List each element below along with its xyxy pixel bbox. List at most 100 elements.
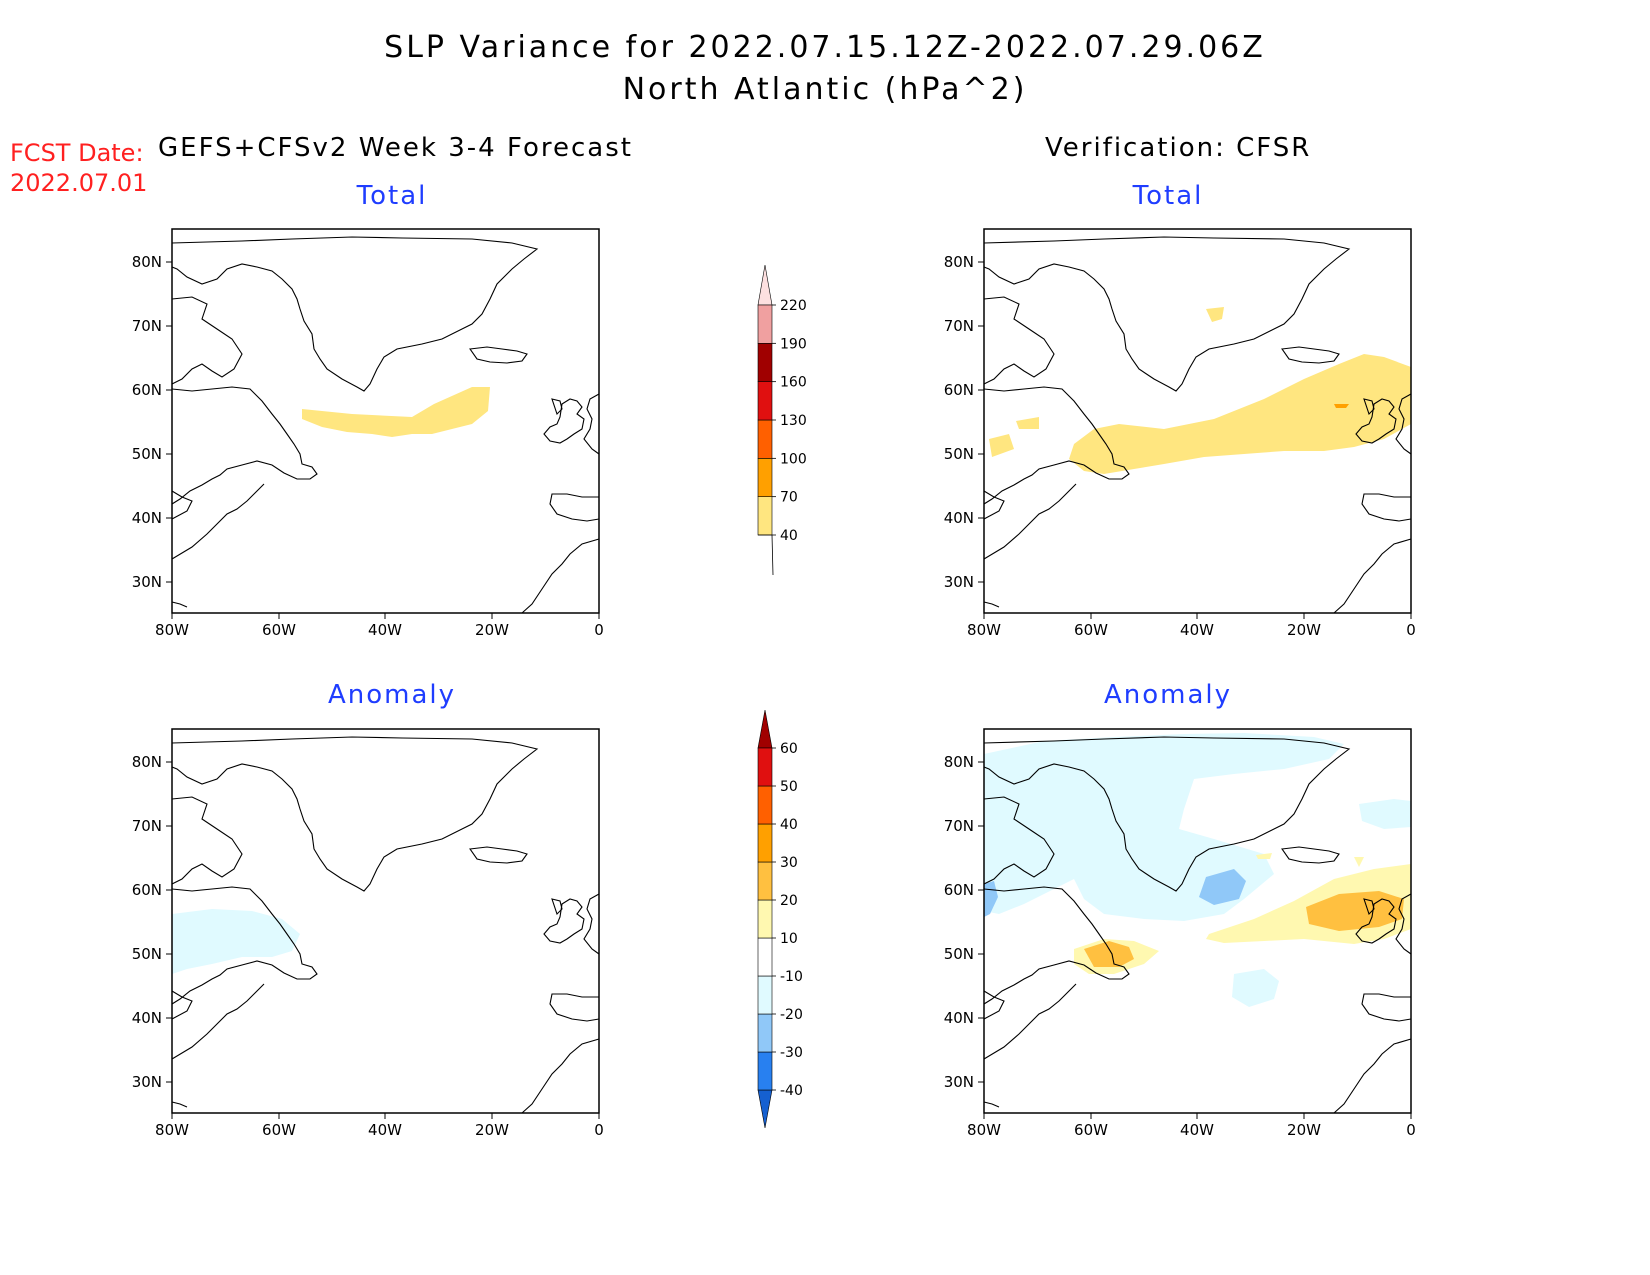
lon-tick-label: 0	[594, 621, 604, 639]
colorbar-label: -20	[780, 1007, 803, 1023]
colorbar-label: 10	[780, 931, 798, 947]
lon-tick: 60W	[262, 1113, 296, 1139]
coastline	[983, 296, 1055, 385]
lon-tick: 80W	[967, 613, 1001, 639]
lon-tick: 80W	[155, 613, 189, 639]
coastline	[521, 1038, 600, 1114]
lat-tick-label: 60N	[132, 381, 162, 399]
colorbar-segment	[757, 899, 773, 939]
lon-tick: 0	[594, 613, 604, 639]
anomaly-shade-neg10	[984, 733, 1344, 921]
colorbar-segment	[757, 823, 773, 863]
colorbar-label: 40	[780, 817, 798, 833]
lat-tick: 30N	[944, 573, 984, 591]
coastline	[171, 990, 193, 1020]
coastline	[549, 493, 600, 522]
colorbar-segment	[757, 709, 773, 749]
lon-tick: 20W	[475, 613, 509, 639]
variance-shade-40	[989, 434, 1014, 457]
colorbar-label: 30	[780, 855, 798, 871]
colorbar-segment	[757, 458, 773, 497]
lat-tick: 50N	[944, 945, 984, 963]
lon-tick-label: 60W	[262, 1121, 296, 1139]
colorbar-segment	[757, 343, 773, 382]
lat-tick: 50N	[944, 445, 984, 463]
colorbar-segment	[757, 861, 773, 901]
variance-shade-70	[1334, 404, 1349, 408]
anomaly-shade-neg10	[1359, 799, 1411, 829]
colorbar-label: -30	[780, 1045, 803, 1061]
lat-tick: 40N	[944, 1009, 984, 1027]
verification-anomaly-coastlines	[983, 736, 1412, 1114]
forecast-total-panel: 80N 70N 60N 50N 40N 30N 80W 60W 40W 20W 0	[132, 228, 604, 639]
coastline	[1361, 993, 1412, 1022]
lon-tick: 80W	[155, 1113, 189, 1139]
verification-anomaly-shading	[984, 733, 1411, 1007]
coastline	[469, 846, 528, 864]
anomaly-shade-20	[1084, 941, 1134, 967]
lat-tick: 40N	[944, 509, 984, 527]
figure-title-line2: North Atlantic (hPa^2)	[622, 72, 1028, 107]
lon-tick: 40W	[1180, 1113, 1214, 1139]
lon-tick: 20W	[1287, 613, 1321, 639]
lat-tick-label: 80N	[944, 253, 974, 271]
lat-tick-label: 50N	[944, 945, 974, 963]
coastline	[1333, 538, 1412, 614]
figure-title-line1: SLP Variance for 2022.07.15.12Z-2022.07.…	[384, 30, 1266, 65]
lat-tick-label: 50N	[944, 445, 974, 463]
lat-tick-label: 70N	[132, 317, 162, 335]
forecast-anomaly-label: Anomaly	[327, 680, 457, 710]
lat-tick-label: 40N	[944, 1009, 974, 1027]
colorbar-label: 160	[780, 375, 807, 391]
lat-tick: 50N	[132, 445, 172, 463]
colorbar-label: 70	[780, 490, 798, 506]
lon-tick: 40W	[368, 1113, 402, 1139]
lon-tick: 0	[1406, 613, 1416, 639]
lat-tick-label: 60N	[944, 881, 974, 899]
coastline	[171, 886, 318, 1005]
coastline	[171, 490, 193, 520]
coastline	[983, 796, 1055, 885]
fcst-date: 2022.07.01	[10, 169, 148, 197]
forecast-anomaly-coastlines	[171, 736, 600, 1114]
lat-tick-label: 80N	[132, 253, 162, 271]
anomaly-shade-neg10	[1232, 969, 1279, 1007]
lat-tick-label: 70N	[944, 317, 974, 335]
coastline	[983, 601, 1000, 608]
coastline	[1355, 898, 1397, 944]
lon-tick-label: 0	[594, 1121, 604, 1139]
lon-tick-label: 80W	[155, 1121, 189, 1139]
coastline	[171, 386, 318, 505]
lat-tick: 80N	[944, 753, 984, 771]
coastline	[983, 386, 1130, 505]
colorbar-segment	[757, 937, 773, 977]
lat-tick-label: 40N	[132, 509, 162, 527]
coastline	[543, 398, 585, 444]
coastline	[983, 990, 1005, 1020]
colorbar-lower-wedge	[758, 534, 774, 576]
coastline	[171, 1101, 188, 1108]
coastline	[171, 601, 188, 608]
variance-shade-40	[302, 387, 490, 437]
lat-tick: 70N	[132, 317, 172, 335]
lon-tick-label: 20W	[1287, 621, 1321, 639]
lat-tick: 70N	[132, 817, 172, 835]
lon-tick-label: 20W	[1287, 1121, 1321, 1139]
coastline	[551, 898, 563, 916]
coastline	[171, 483, 265, 560]
lat-tick: 50N	[132, 945, 172, 963]
lon-tick-label: 40W	[368, 621, 402, 639]
lat-tick-label: 80N	[944, 753, 974, 771]
verification-total-coastlines	[983, 236, 1412, 614]
lat-tick: 60N	[132, 881, 172, 899]
colorbar-label: 20	[780, 893, 798, 909]
coastline	[983, 983, 1077, 1060]
forecast-heading: GEFS+CFSv2 Week 3-4 Forecast	[158, 133, 633, 163]
anomaly-shade-neg20	[1199, 869, 1246, 905]
lon-tick-label: 40W	[1180, 1121, 1214, 1139]
lon-tick: 20W	[475, 1113, 509, 1139]
forecast-anomaly-shading	[172, 909, 300, 974]
lat-tick: 80N	[132, 753, 172, 771]
lat-tick: 80N	[132, 253, 172, 271]
